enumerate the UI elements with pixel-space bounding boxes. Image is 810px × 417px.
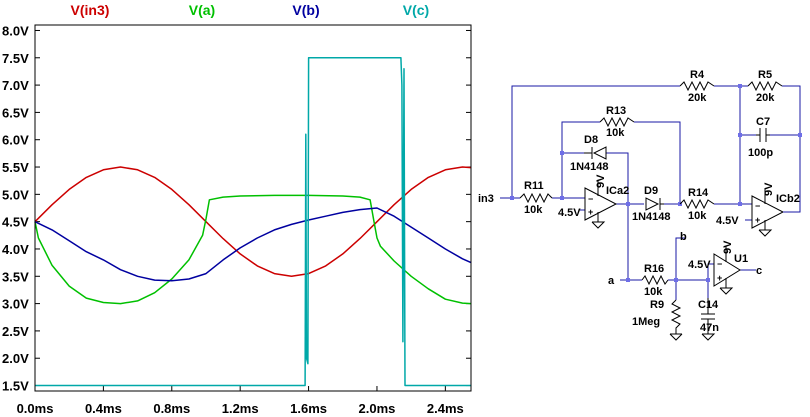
trace-2 [34, 194, 472, 305]
schematic[interactable]: R4 20k R5 20k R13 10k R11 10k R14 10k R1… [478, 69, 802, 341]
plot-background [0, 0, 505, 417]
c14-value: 47n [700, 322, 719, 334]
ica2-name: ICa2 [606, 185, 629, 197]
d9-value: 1N4148 [632, 211, 671, 223]
r16-value: 10k [644, 286, 663, 298]
y-tick-label: 7.5V [2, 51, 29, 66]
resistor-r5[interactable]: R5 20k [747, 69, 783, 104]
d8-value: 1N4148 [570, 161, 609, 173]
r4-name: R4 [690, 69, 705, 81]
r11-value: 10k [524, 204, 543, 216]
legend-entry-3: V(b) [292, 2, 319, 18]
d8-name: D8 [584, 134, 598, 146]
icb2-bias: 4.5V [716, 215, 739, 227]
y-tick-label: 4.0V [2, 242, 29, 257]
resistor-r16[interactable]: R16 10k [641, 263, 669, 298]
r9-value: 1Meg [632, 316, 660, 328]
trace-4 [35, 57, 471, 387]
y-tick-label: 1.5V [2, 379, 29, 394]
r13-value: 10k [606, 127, 625, 139]
c14-name: C14 [698, 299, 719, 311]
y-tick-label: 5.0V [2, 187, 29, 202]
waveform-plot[interactable]: 1.5V 2.0V 2.5V 3.0V 3.5V 4.0V 4.5V 5.0V 5.5V 6.0V… [0, 0, 505, 417]
u1-bias: 4.5V [688, 259, 711, 271]
net-in3: in3 [478, 193, 494, 205]
x-tick-label: 0.8ms [153, 401, 190, 416]
trace-1 [34, 166, 472, 278]
x-tick-label: 2.0ms [359, 401, 396, 416]
y-tick-label: 5.5V [2, 160, 29, 175]
r14-name: R14 [688, 187, 709, 199]
r5-name: R5 [758, 69, 772, 81]
svg-text:+: + [717, 273, 722, 283]
legend-entry-2: V(a) [189, 2, 215, 18]
y-tick-label: 3.0V [2, 297, 29, 312]
diode-d8[interactable]: D8 1N4148 [570, 134, 609, 173]
svg-text:−: − [717, 259, 722, 269]
legend-entry-4: V(c) [403, 2, 429, 18]
icb2-supply: 9V [763, 182, 775, 196]
resistor-r9[interactable]: R9 1Meg [632, 299, 683, 341]
svg-text:−: − [755, 201, 760, 211]
ica2-bias: 4.5V [558, 207, 581, 219]
ica2-supply: 9V [595, 174, 607, 188]
x-tick-label: 0.0ms [17, 401, 54, 416]
legend-entry-1: V(in3) [71, 2, 110, 18]
y-tick-label: 6.5V [2, 105, 29, 120]
x-axis: 0.0ms 0.4ms 0.8ms 1.2ms 1.6ms 2.0ms 2.4ms [17, 386, 464, 416]
d9-name: D9 [644, 185, 658, 197]
net-c: c [756, 265, 762, 277]
net-a: a [608, 275, 615, 287]
r4-value: 20k [688, 92, 707, 104]
y-tick-label: 4.5V [2, 215, 29, 230]
x-tick-label: 1.2ms [222, 401, 259, 416]
x-tick-label: 1.6ms [290, 401, 327, 416]
y-tick-label: 8.0V [2, 23, 29, 38]
net-labels: in3 a b c [478, 193, 762, 287]
trace-3 [34, 207, 472, 282]
opamp-u1[interactable]: − + 9V U1 4.5V [688, 240, 748, 295]
c7-name: C7 [756, 116, 770, 128]
y-axis: 1.5V 2.0V 2.5V 3.0V 3.5V 4.0V 4.5V 5.0V 5.5V 6.0V… [2, 23, 471, 394]
x-tick-label: 2.4ms [427, 401, 464, 416]
svg-text:−: − [588, 194, 593, 204]
opamp-icb2[interactable]: − + 9V ICb2 4.5V [716, 182, 800, 237]
y-tick-label: 2.5V [2, 324, 29, 339]
y-tick-label: 3.5V [2, 269, 29, 284]
r13-name: R13 [606, 105, 626, 117]
legend: V(in3) V(a) V(b) V(c) [71, 2, 430, 18]
plot-frame [34, 24, 472, 392]
y-tick-label: 6.0V [2, 133, 29, 148]
y-tick-label: 7.0V [2, 78, 29, 93]
r14-value: 10k [688, 210, 707, 222]
resistor-r13[interactable]: R13 10k [599, 105, 635, 139]
r16-name: R16 [644, 263, 664, 275]
diode-d9[interactable]: D9 1N4148 [632, 185, 671, 223]
resistor-r11[interactable]: R11 10k [519, 180, 553, 216]
schematic-nodes [510, 84, 802, 282]
resistor-r14[interactable]: R14 10k [679, 187, 715, 222]
u1-name: U1 [734, 253, 748, 265]
svg-text:+: + [755, 215, 760, 225]
capacitor-c14[interactable]: C14 47n [698, 298, 719, 341]
svg-text:+: + [588, 207, 593, 217]
resistor-r4[interactable]: R4 20k [679, 69, 715, 104]
net-b: b [680, 231, 687, 243]
x-tick-label: 0.4ms [85, 401, 122, 416]
plot-traces [34, 57, 472, 387]
r11-name: R11 [524, 180, 544, 192]
c7-value: 100p [748, 147, 773, 159]
icb2-name: ICb2 [776, 193, 800, 205]
y-tick-label: 2.0V [2, 351, 29, 366]
r9-name: R9 [650, 299, 664, 311]
opamp-ica2[interactable]: − + 9V ICa2 4.5V [558, 174, 629, 229]
u1-supply: 9V [722, 240, 734, 254]
capacitor-c7[interactable]: C7 100p [748, 116, 773, 159]
r5-value: 20k [756, 92, 775, 104]
